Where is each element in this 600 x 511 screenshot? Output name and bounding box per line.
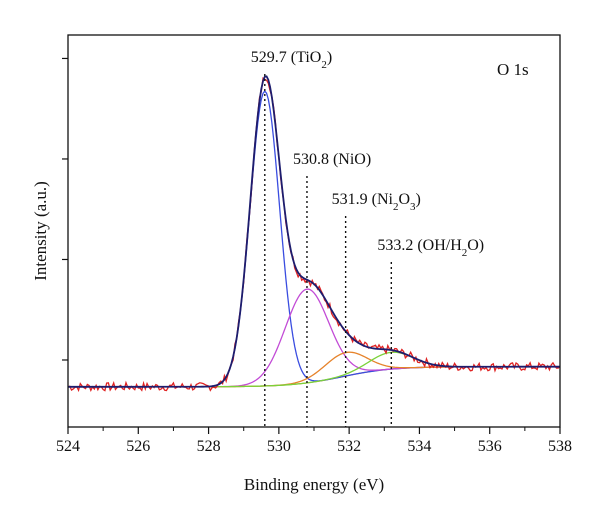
x-tick-label: 536 [478, 438, 502, 455]
x-axis: 524 526 528 530 532 534 536 538 [56, 427, 572, 455]
background-line [67, 366, 561, 388]
peak-label: 531.9 (Ni2O3) [332, 191, 421, 213]
peak-annotations: 529.7 (TiO2) 530.8 (NiO) 531.9 (Ni2O3) 533.… [251, 49, 484, 427]
x-tick-label: 534 [407, 438, 431, 455]
envelope-curve [67, 75, 561, 388]
plot-area [67, 75, 561, 393]
y-axis [62, 57, 68, 361]
y-axis-title: Intensity (a.u.) [31, 181, 50, 281]
x-tick-label: 538 [548, 438, 572, 455]
component-curve-4 [67, 351, 561, 388]
x-tick-label: 526 [126, 438, 150, 455]
panel-label: O 1s [497, 60, 529, 79]
experimental-curve [67, 77, 561, 393]
component-curve-1 [67, 90, 561, 388]
peak-label: 530.8 (NiO) [293, 151, 371, 168]
peak-label: 529.7 (TiO2) [251, 49, 332, 71]
x-tick-label: 528 [197, 438, 221, 455]
x-tick-label: 524 [56, 438, 80, 455]
peak-label: 533.2 (OH/H2O) [377, 237, 484, 259]
component-curve-2 [67, 288, 561, 388]
x-axis-title: Binding energy (eV) [244, 475, 384, 494]
x-tick-label: 530 [267, 438, 291, 455]
x-tick-label: 532 [337, 438, 361, 455]
